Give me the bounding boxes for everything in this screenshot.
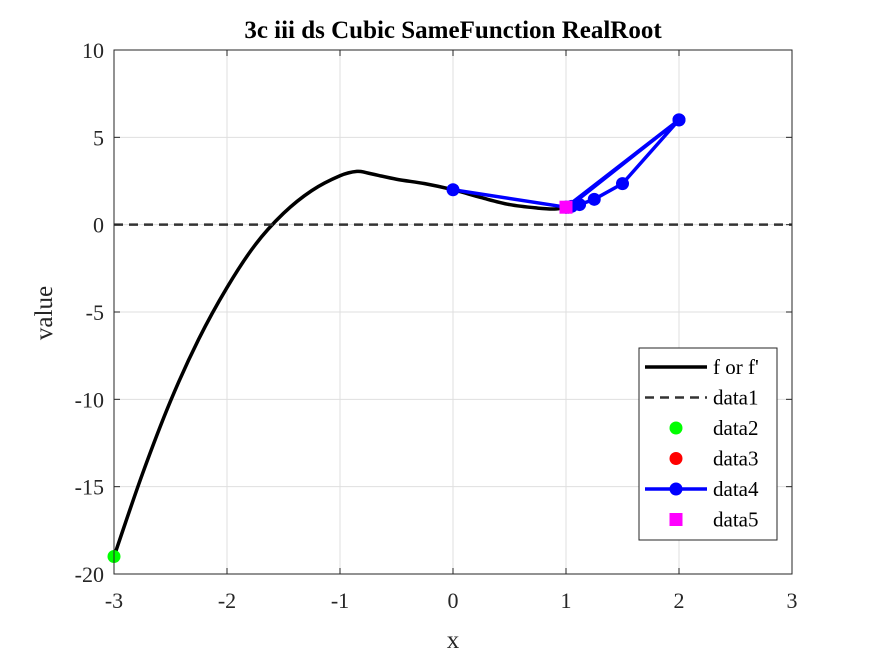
x-tick-label: -1	[331, 588, 349, 613]
legend-label-f or f': f or f'	[713, 355, 759, 379]
x-tick-label: -3	[105, 588, 123, 613]
legend-label-data1: data1	[713, 386, 758, 410]
y-tick-label: 5	[93, 125, 104, 150]
x-tick-label: 3	[787, 588, 798, 613]
x-tick-label: 2	[674, 588, 685, 613]
data-marker-data4	[587, 192, 601, 206]
legend-label-data3: data3	[713, 447, 758, 471]
x-tick-label: 1	[561, 588, 572, 613]
y-tick-label: -15	[75, 475, 104, 500]
series-f or f'	[112, 169, 567, 558]
x-tick-label: 0	[448, 588, 459, 613]
y-tick-label: 0	[93, 213, 104, 238]
plot-data	[107, 113, 792, 564]
data-marker-data4	[616, 177, 629, 191]
legend: f or f' data1 data2 data3 data4 data5	[638, 347, 778, 541]
x-axis-label: x	[447, 627, 460, 654]
y-tick-label: 10	[82, 38, 104, 63]
legend-label-data4: data4	[713, 477, 759, 501]
legend-box	[638, 347, 778, 541]
data-marker-data5	[669, 513, 683, 526]
legend-label-data2: data2	[713, 416, 758, 440]
data-marker-data4	[672, 113, 686, 127]
chart-title: 3c iii ds Cubic SameFunction RealRoot	[244, 17, 662, 44]
series-line-f or f'	[112, 169, 567, 558]
legend-label-data5: data5	[713, 508, 758, 532]
y-axis-label: value	[31, 286, 58, 340]
y-tick-label: -5	[86, 300, 104, 325]
y-tick-label: -20	[75, 562, 104, 587]
x-tick-label: -2	[218, 588, 236, 613]
data-marker-data5	[559, 200, 573, 214]
data-marker-data4	[669, 482, 683, 496]
data-marker-data3	[669, 452, 683, 465]
y-tick-label: -10	[75, 387, 104, 412]
series-line-data4	[452, 118, 681, 209]
data-marker-data2	[669, 421, 683, 435]
data-marker-data4	[446, 183, 460, 197]
series-data5	[559, 200, 573, 214]
